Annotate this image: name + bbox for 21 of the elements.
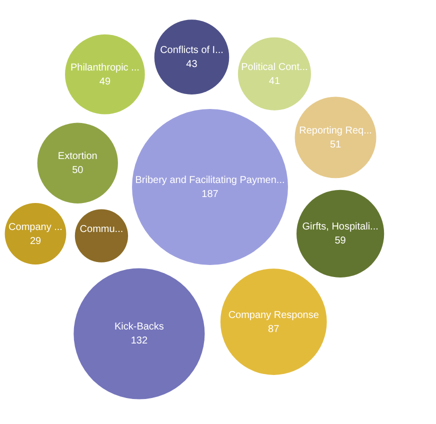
data-label: 59: [334, 236, 346, 247]
data-label: 187: [202, 189, 219, 200]
category-label: Reporting Req...: [299, 125, 372, 136]
category-label: Company Response: [228, 310, 320, 321]
data-label: 51: [330, 139, 342, 150]
data-label: 87: [268, 324, 280, 335]
category-label: Company ...: [8, 222, 62, 233]
category-label: Conflicts of I...: [160, 45, 224, 56]
data-label: 41: [268, 76, 280, 87]
data-label: 29: [30, 236, 42, 247]
category-label: Commu...: [80, 224, 124, 235]
category-label: Political Cont...: [241, 62, 308, 73]
data-label: 43: [186, 59, 198, 70]
category-label: Girfts, Hospitali...: [302, 222, 378, 233]
category-label: Extortion: [58, 151, 98, 162]
category-label: Kick-Backs: [114, 322, 164, 333]
data-label: 132: [130, 336, 148, 347]
category-label: Bribery and Facilitating Paymen...: [135, 175, 285, 186]
data-label: 49: [99, 76, 111, 88]
data-label: 50: [72, 165, 84, 176]
category-label: Philanthropic ...: [70, 62, 140, 74]
